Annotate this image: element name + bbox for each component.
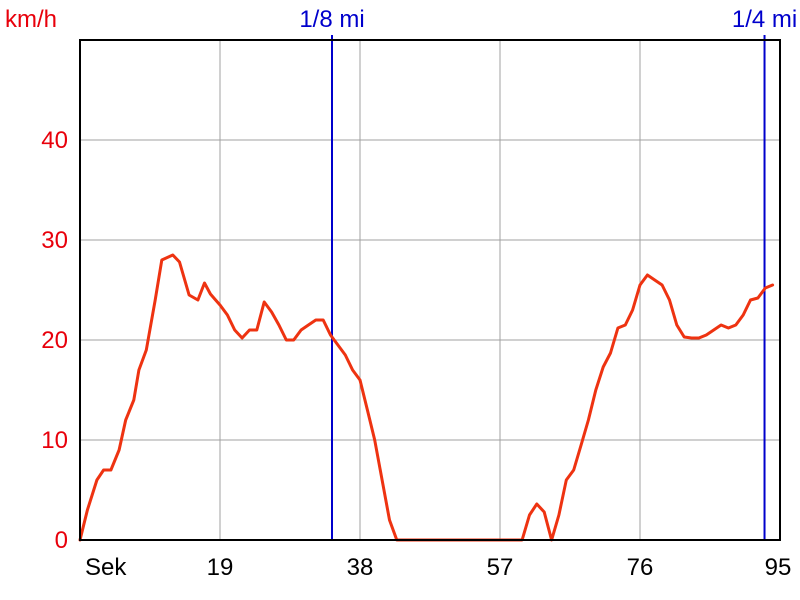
y-tick-label: 0	[55, 527, 68, 554]
plot-frame	[79, 39, 781, 541]
x-tick-label: Sek	[85, 554, 127, 581]
y-axis-tick-labels: 0 10 20 30 40	[41, 127, 68, 554]
x-axis-tick-labels: Sek 19 38 57 76 95	[85, 554, 791, 581]
x-tick-label: 57	[487, 554, 514, 581]
distance-markers: 1/8 mi 1/4 mi	[299, 6, 797, 540]
y-tick-label: 10	[41, 427, 68, 454]
y-tick-label: 30	[41, 227, 68, 254]
y-tick-label: 20	[41, 327, 68, 354]
x-tick-label: 38	[347, 554, 374, 581]
x-tick-label: 76	[627, 554, 654, 581]
grid-lines	[80, 39, 780, 540]
x-tick-label: 95	[765, 554, 792, 581]
marker-label: 1/4 mi	[732, 6, 797, 33]
speed-series	[78, 253, 775, 542]
y-axis-label: km/h	[5, 6, 57, 33]
y-tick-label: 40	[41, 127, 68, 154]
x-tick-label: 19	[207, 554, 234, 581]
speed-line	[78, 253, 775, 542]
marker-label: 1/8 mi	[299, 6, 364, 33]
